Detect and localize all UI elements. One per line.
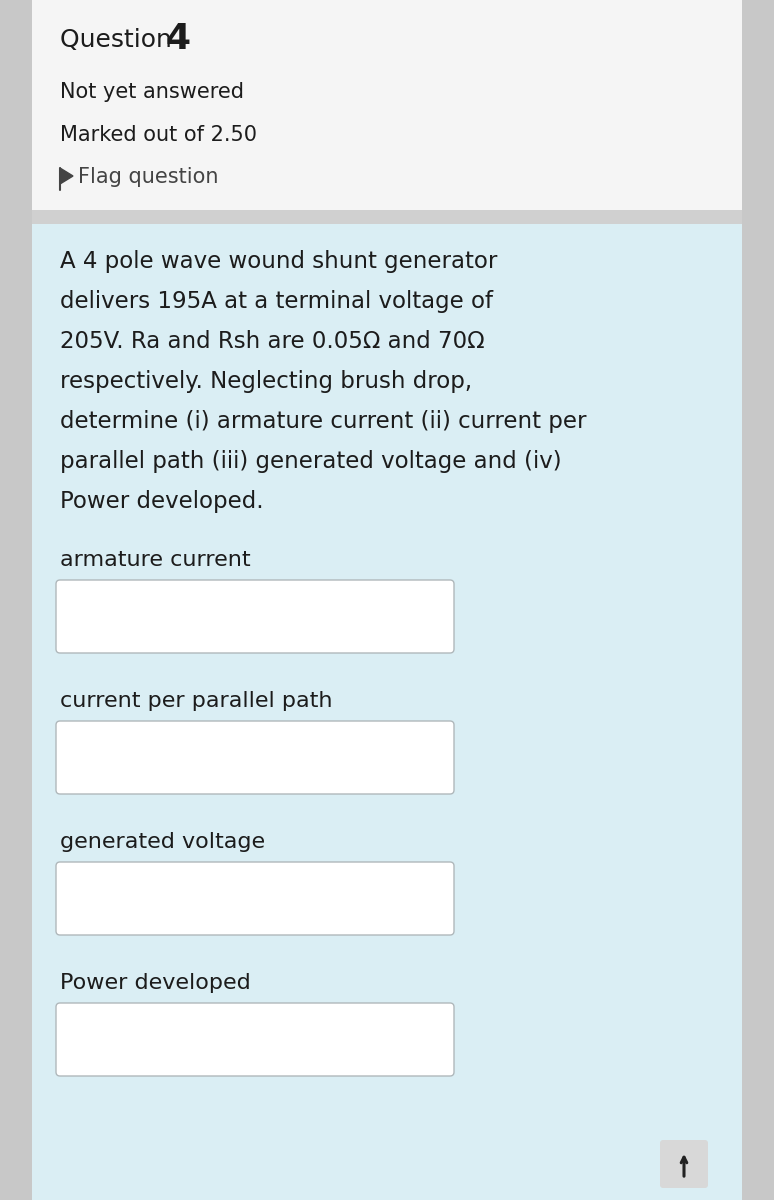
Text: delivers 195A at a terminal voltage of: delivers 195A at a terminal voltage of [60, 290, 493, 313]
Text: current per parallel path: current per parallel path [60, 691, 333, 710]
Text: armature current: armature current [60, 550, 251, 570]
FancyBboxPatch shape [56, 721, 454, 794]
FancyBboxPatch shape [56, 1003, 454, 1076]
FancyBboxPatch shape [660, 1140, 708, 1188]
Text: Power developed: Power developed [60, 973, 251, 994]
FancyBboxPatch shape [32, 210, 742, 224]
Text: Question: Question [60, 28, 180, 52]
Text: generated voltage: generated voltage [60, 832, 265, 852]
Text: determine (i) armature current (ii) current per: determine (i) armature current (ii) curr… [60, 410, 587, 433]
Text: Flag question: Flag question [78, 167, 218, 187]
Text: 4: 4 [165, 22, 190, 56]
FancyBboxPatch shape [742, 0, 774, 1200]
FancyBboxPatch shape [32, 0, 742, 210]
FancyBboxPatch shape [32, 224, 742, 1200]
Text: A 4 pole wave wound shunt generator: A 4 pole wave wound shunt generator [60, 250, 498, 272]
FancyBboxPatch shape [56, 580, 454, 653]
Text: respectively. Neglecting brush drop,: respectively. Neglecting brush drop, [60, 370, 472, 392]
Text: Power developed.: Power developed. [60, 490, 264, 514]
Text: 205V. Ra and Rsh are 0.05Ω and 70Ω: 205V. Ra and Rsh are 0.05Ω and 70Ω [60, 330, 485, 353]
FancyBboxPatch shape [56, 862, 454, 935]
Text: parallel path (iii) generated voltage and (iv): parallel path (iii) generated voltage an… [60, 450, 562, 473]
FancyBboxPatch shape [0, 0, 32, 1200]
Text: Marked out of 2.50: Marked out of 2.50 [60, 125, 257, 145]
Polygon shape [60, 168, 73, 184]
Text: Not yet answered: Not yet answered [60, 82, 244, 102]
